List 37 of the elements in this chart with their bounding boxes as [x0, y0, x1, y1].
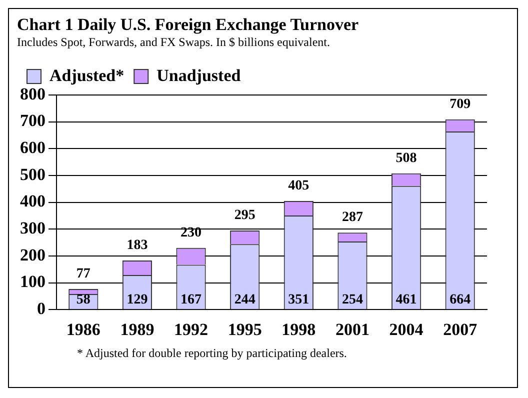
x-tick-label: 1989	[120, 320, 154, 340]
y-tick-label: 700	[20, 111, 46, 130]
y-tick-label: 200	[20, 245, 46, 264]
x-tick-label: 1995	[228, 320, 262, 340]
data-label: 461	[396, 292, 417, 308]
x-tick-label: 2007	[443, 320, 478, 340]
data-label: 351	[288, 292, 310, 308]
y-tick-label: 600	[20, 138, 46, 158]
total-label: 709	[450, 97, 471, 112]
legend-label: Unadjusted	[156, 66, 242, 85]
data-label: 254	[342, 292, 363, 308]
text: * Adjusted for double reporting by participating dealers.	[77, 346, 348, 361]
total-label: 77	[76, 266, 90, 282]
y-tick-label: 800	[20, 84, 46, 104]
y-tick-label: 0	[37, 298, 46, 318]
y-tick-label: 300	[20, 218, 46, 238]
x-tick-label: 2004	[389, 320, 424, 340]
x-tick-label: 1992	[174, 320, 208, 340]
chart-title: Chart 1 Daily U.S. Foreign Exchange Turnover	[17, 15, 360, 35]
x-tick-label: 1986	[66, 320, 100, 340]
total-label: 508	[396, 150, 417, 166]
total-label: 295	[234, 208, 256, 224]
total-label: 405	[288, 178, 310, 194]
legend-label: Adjusted*	[50, 66, 124, 85]
data-label: 167	[180, 292, 202, 308]
y-tick-label: 400	[20, 192, 46, 211]
y-tick-label: 500	[20, 164, 46, 184]
chart-subtitle: Includes Spot, Forwards, and FX Swaps. In $ billions equivalent.	[17, 35, 331, 50]
total-label: 183	[126, 238, 148, 254]
data-label: 129	[126, 292, 148, 308]
data-label: 664	[450, 292, 471, 308]
data-label: 244	[234, 292, 256, 308]
y-tick-label: 100	[20, 272, 46, 292]
x-tick-label: 2001	[335, 320, 370, 340]
x-tick-label: 1998	[282, 320, 316, 340]
total-label: 287	[342, 210, 363, 226]
data-label: 58	[76, 292, 90, 308]
